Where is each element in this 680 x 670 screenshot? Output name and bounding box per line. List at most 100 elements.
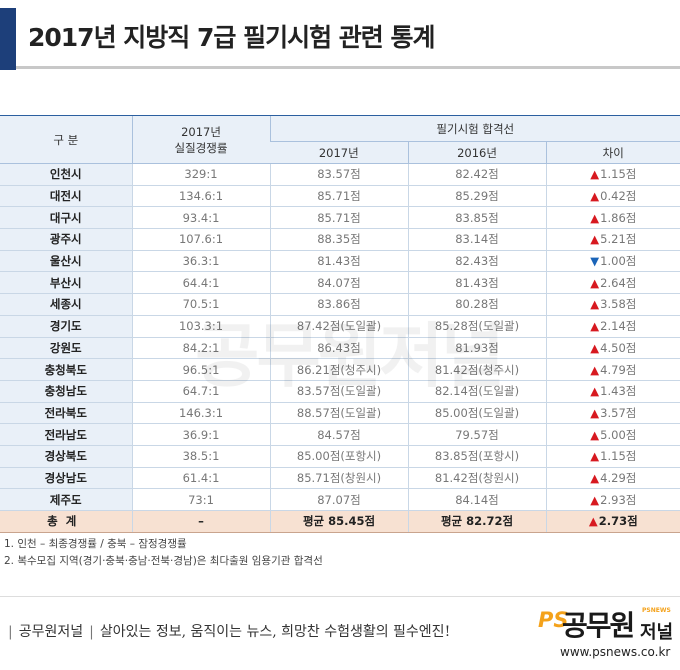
cell-diff: ▲2.14점	[545, 315, 680, 338]
cell-diff: ▲2.64점	[545, 271, 680, 295]
arrow-up-icon: ▲	[590, 210, 600, 225]
header-2017: 2017년	[270, 141, 408, 164]
arrow-up-icon: ▲	[590, 492, 600, 507]
diff-value: 1.86점	[600, 210, 637, 225]
cell-rate: 36.9:1	[131, 423, 270, 446]
cell-rate: 103.3:1	[131, 315, 270, 338]
table-row: 대전시 134.6:1 85.71점 85.29점 ▲0.42점	[0, 185, 680, 208]
table-row: 제주도 73:1 87.07점 84.14점 ▲2.93점	[0, 488, 680, 511]
diff-value: 5.00점	[600, 427, 637, 442]
cell-rate: 96.5:1	[131, 358, 270, 381]
cell-region: 총계	[0, 510, 132, 533]
arrow-up-icon: ▲	[590, 449, 600, 464]
cell-diff: ▲4.50점	[545, 337, 680, 360]
cell-region: 대구시	[0, 206, 132, 230]
diff-value: 2.14점	[600, 319, 637, 334]
arrow-up-icon: ▲	[590, 189, 600, 204]
cell-diff: ▲4.29점	[545, 467, 680, 490]
table-row: 대구시 93.4:1 85.71점 83.85점 ▲1.86점	[0, 206, 680, 230]
cell-2017: 85.00점(포항시)	[269, 445, 408, 468]
arrow-up-icon: ▲	[590, 470, 600, 485]
table-body: 인천시 329:1 83.57점 82.42점 ▲1.15점 대전시 134.6:1 85.7…	[0, 163, 680, 533]
cell-region: 강원도	[0, 337, 132, 360]
cell-2016: 80.28점	[407, 293, 546, 316]
cell-2016: 83.85점(포항시)	[407, 445, 546, 468]
cell-2017: 84.57점	[269, 423, 408, 446]
cell-diff: ▲2.93점	[545, 488, 680, 511]
stats-table: 구 분 2017년 실질경쟁률 필기시험 합격선 2017년 2016년 차이 …	[0, 115, 680, 533]
cell-2016: 81.42점(창원시)	[407, 467, 546, 490]
table-row: 전라남도 36.9:1 84.57점 79.57점 ▲5.00점	[0, 423, 680, 446]
cell-diff: ▲5.00점	[545, 423, 680, 446]
cell-2017: 85.71점	[269, 206, 408, 230]
cell-region: 충청남도	[0, 380, 132, 403]
cell-region: 광주시	[0, 228, 132, 251]
cell-diff: ▲1.86점	[545, 206, 680, 230]
cell-rate: 73:1	[131, 488, 270, 511]
cell-2016: 82.14점(도일괄)	[407, 380, 546, 403]
diff-value: 3.58점	[600, 297, 637, 312]
header-2016: 2016년	[407, 141, 546, 164]
diff-value: 2.73점	[598, 514, 638, 529]
cell-region: 인천시	[0, 163, 132, 186]
cell-region: 부산시	[0, 271, 132, 295]
pipe-right: |	[89, 624, 94, 640]
notes: 1. 인천 – 최종경쟁률 / 충북 – 잠정경쟁률 2. 복수모집 지역(경기…	[4, 536, 323, 570]
footer-slogan: 살아있는 정보, 움직이는 뉴스, 희망찬 수험생활의 필수엔진!	[99, 624, 451, 640]
title-divider	[16, 66, 680, 69]
cell-2016: 81.42점(청주시)	[407, 358, 546, 381]
cell-region: 대전시	[0, 185, 132, 208]
cell-rate: 84.2:1	[131, 337, 270, 360]
total-row: 총계 – 평균 85.45점 평균 82.72점 ▲2.73점	[0, 510, 680, 533]
cell-2016: 85.00점(도일괄)	[407, 402, 546, 425]
cell-rate: 61.4:1	[131, 467, 270, 490]
table-row: 세종시 70.5:1 83.86점 80.28점 ▲3.58점	[0, 293, 680, 316]
table-row: 인천시 329:1 83.57점 82.42점 ▲1.15점	[0, 163, 680, 186]
cell-region: 경기도	[0, 315, 132, 338]
logo-tag: PSNEWS	[642, 607, 671, 614]
logo-url: www.psnews.co.kr	[560, 645, 671, 659]
logo-name: 공무원	[562, 609, 635, 642]
cell-2017: 83.57점(도일괄)	[269, 380, 408, 403]
cell-region: 세종시	[0, 293, 132, 316]
title-bar: 2017년 지방직 7급 필기시험 관련 통계	[0, 0, 680, 70]
arrow-up-icon: ▲	[590, 427, 600, 442]
cell-2016: 81.43점	[407, 271, 546, 295]
table-row: 강원도 84.2:1 86.43점 81.93점 ▲4.50점	[0, 337, 680, 360]
cell-region: 경상남도	[0, 467, 132, 490]
cell-2017: 86.43점	[269, 337, 408, 360]
diff-value: 1.15점	[600, 167, 637, 182]
cell-2016: 83.14점	[407, 228, 546, 251]
arrow-up-icon: ▲	[590, 319, 600, 334]
cell-2017: 83.57점	[269, 163, 408, 186]
footer-brand: 공무원저널	[18, 624, 84, 640]
pipe-left: |	[8, 624, 13, 640]
diff-value: 0.42점	[600, 189, 637, 204]
diff-value: 4.29점	[600, 470, 637, 485]
cell-diff: ▲2.73점	[545, 510, 680, 533]
diff-value: 4.50점	[600, 340, 637, 355]
arrow-up-icon: ▲	[590, 232, 600, 247]
cell-2017: 83.86점	[269, 293, 408, 316]
arrow-up-icon: ▲	[590, 362, 600, 377]
cell-diff: ▲1.15점	[545, 163, 680, 186]
arrow-up-icon: ▲	[590, 340, 600, 355]
cell-rate: 329:1	[131, 163, 270, 186]
cell-rate: 93.4:1	[131, 206, 270, 230]
diff-value: 5.21점	[600, 232, 637, 247]
arrow-up-icon: ▲	[590, 275, 600, 290]
cell-rate: 64.7:1	[131, 380, 270, 403]
cell-rate: 64.4:1	[131, 271, 270, 295]
cell-2017: 81.43점	[269, 250, 408, 273]
cell-diff: ▲4.79점	[545, 358, 680, 381]
cell-2017: 86.21점(청주시)	[269, 358, 408, 381]
cell-2016: 82.43점	[407, 250, 546, 273]
cell-rate: 107.6:1	[131, 228, 270, 251]
page-title: 2017년 지방직 7급 필기시험 관련 통계	[28, 23, 435, 52]
cell-diff: ▲1.15점	[545, 445, 680, 468]
arrow-up-icon: ▲	[590, 405, 600, 420]
arrow-up-icon: ▲	[590, 384, 600, 399]
cell-rate: 36.3:1	[131, 250, 270, 273]
header-rate: 2017년 실질경쟁률	[131, 115, 270, 164]
cell-diff: ▲3.57점	[545, 402, 680, 425]
